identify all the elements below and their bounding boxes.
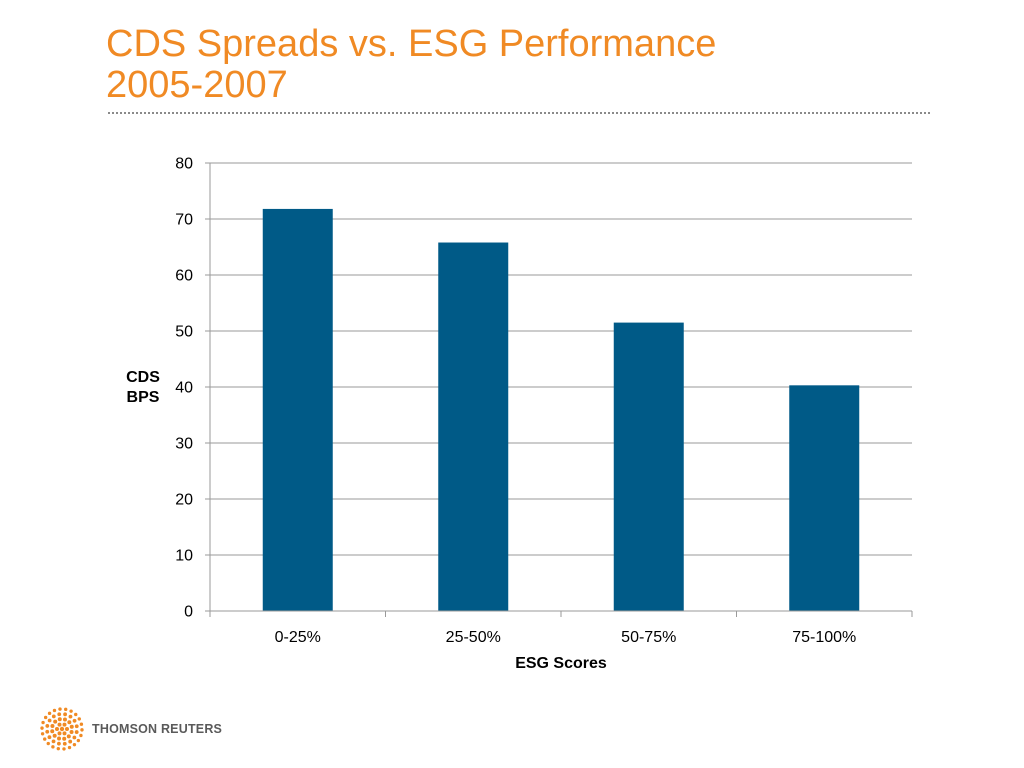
logo-dot xyxy=(69,729,74,734)
labels: 0 10 20 30 40 50 60 70 80 0-25% 25-50% 50-75% 75-100… xyxy=(126,156,856,673)
y-axis-title-line: BPS xyxy=(127,389,160,406)
x-axis-title: ESG Scores xyxy=(515,655,607,672)
y-tick-label: 70 xyxy=(175,212,193,229)
logo-dot xyxy=(56,746,61,751)
logo-dot xyxy=(62,722,67,727)
logo-dot xyxy=(74,730,79,734)
logo-dot xyxy=(72,718,77,723)
logo-dot xyxy=(74,724,79,729)
logo-dot xyxy=(69,709,73,713)
logo-dot xyxy=(57,722,62,727)
logo-dot xyxy=(43,737,47,741)
logo-dot xyxy=(41,720,45,725)
logo-dot xyxy=(63,712,67,717)
logo-dot xyxy=(62,747,66,751)
title-divider xyxy=(108,112,930,114)
logo-dots-icon xyxy=(40,707,84,751)
logo-dot xyxy=(51,714,56,719)
logo-dot xyxy=(52,733,57,738)
logo-dot xyxy=(55,727,59,731)
x-tick-label: 75-100% xyxy=(792,629,856,646)
slide-title: CDS Spreads vs. ESG Performance 2005-200… xyxy=(106,24,716,106)
bar xyxy=(262,208,333,612)
y-tick-label: 30 xyxy=(175,436,193,453)
y-tick-label: 0 xyxy=(184,604,193,621)
logo-dot xyxy=(65,727,69,731)
logo-dot xyxy=(62,717,67,722)
logo-dot xyxy=(72,742,77,747)
logo-dot xyxy=(50,724,55,729)
x-tick-label: 0-25% xyxy=(275,629,321,646)
logo-dot xyxy=(52,708,57,713)
logo-dot xyxy=(79,733,83,738)
logo-dot xyxy=(57,736,62,741)
logo-dot xyxy=(45,724,50,728)
y-tick-label: 50 xyxy=(175,324,193,341)
logo-dot xyxy=(45,729,50,734)
logo-dot xyxy=(69,724,74,729)
logo-dot xyxy=(72,735,77,740)
logo-dot xyxy=(57,731,62,736)
logo-dot xyxy=(68,714,73,719)
y-tick-label: 10 xyxy=(175,548,193,565)
bars xyxy=(262,208,860,612)
logo-dot xyxy=(62,736,67,741)
thomson-reuters-logo: THOMSON REUTERS xyxy=(40,707,222,751)
bar xyxy=(438,242,509,611)
logo-dot xyxy=(66,734,71,739)
logo-dot xyxy=(43,715,48,720)
logo-dot xyxy=(58,707,62,711)
axes xyxy=(209,163,913,617)
logo-dot xyxy=(51,739,56,744)
x-tick-label: 50-75% xyxy=(621,629,676,646)
y-tick-label: 80 xyxy=(175,156,193,173)
logo-dot xyxy=(51,745,55,749)
y-tick-label: 60 xyxy=(175,268,193,285)
logo-dot xyxy=(57,741,61,746)
logo-dot xyxy=(67,720,72,725)
logo-dot xyxy=(47,735,52,740)
logo-dot xyxy=(53,719,58,724)
logo-dot xyxy=(57,712,62,717)
logo-dot xyxy=(62,741,67,746)
logo-dot xyxy=(57,717,62,722)
logo-dot xyxy=(76,738,81,743)
logo-dot xyxy=(50,729,55,734)
logo-dot xyxy=(80,728,84,732)
logo-dot xyxy=(40,732,45,736)
logo-dot xyxy=(46,741,50,746)
logo-dot xyxy=(79,722,84,726)
y-tick-label: 20 xyxy=(175,492,193,509)
y-axis-title-line: CDS xyxy=(126,369,160,386)
x-tick-label: 25-50% xyxy=(446,629,501,646)
logo-dot xyxy=(59,726,65,732)
logo-dot xyxy=(68,739,73,744)
logo-text: THOMSON REUTERS xyxy=(92,722,223,736)
logo-dot xyxy=(47,711,52,716)
logo-dot xyxy=(40,726,44,730)
logo-dot xyxy=(47,718,52,723)
logo-dot xyxy=(77,717,81,721)
logo-dot xyxy=(74,712,78,717)
bar xyxy=(789,385,860,611)
bar xyxy=(613,322,684,611)
logo-dot xyxy=(62,731,67,736)
logo-dot xyxy=(67,745,72,750)
bar-chart: 0 10 20 30 40 50 60 70 80 0-25% 25-50% 50-75% 75-100… xyxy=(126,156,913,673)
slide-title-line-1: CDS Spreads vs. ESG Performance xyxy=(106,23,717,65)
slide-title-line-2: 2005-2007 xyxy=(106,64,288,106)
y-tick-label: 40 xyxy=(175,380,193,397)
logo-dot xyxy=(63,707,68,712)
